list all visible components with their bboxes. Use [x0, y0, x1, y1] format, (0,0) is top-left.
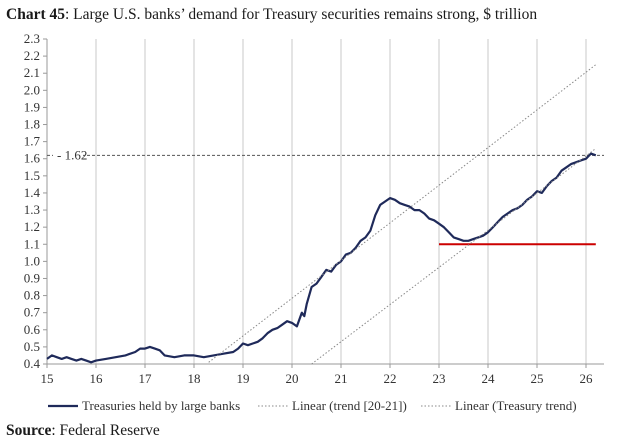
- y-tick-label: 0.7: [24, 305, 41, 320]
- x-tick-label: 18: [188, 371, 201, 386]
- x-tick-label: 20: [286, 371, 299, 386]
- gridlines: [95, 39, 587, 364]
- x-tick-label: 25: [531, 371, 544, 386]
- y-tick-label: 1.5: [24, 168, 40, 183]
- x-tick-label: 21: [335, 371, 348, 386]
- source-label: Source: [6, 422, 52, 439]
- x-tick-labels: 15 16 17 18 19 20 21 22 23 24 25 26: [41, 364, 594, 386]
- x-tick-label: 16: [90, 371, 104, 386]
- source-text: : Federal Reserve: [51, 422, 160, 439]
- y-tick-label: 0.4: [24, 356, 41, 371]
- series-lines: [46, 64, 597, 365]
- chart-title-text: : Large U.S. banks’ demand for Treasury …: [64, 6, 538, 23]
- y-tick-label: 1.7: [24, 134, 41, 149]
- y-tick-label: 1.6: [24, 151, 41, 166]
- source-note: Source: Federal Reserve: [6, 422, 160, 440]
- annotations: - 1.62: [47, 147, 604, 246]
- y-tick-label: 0.8: [24, 288, 40, 303]
- y-tick-label: 1.3: [24, 202, 40, 217]
- y-tick-label: 2.0: [24, 82, 40, 97]
- reference-label: - 1.62: [57, 147, 87, 162]
- x-tick-label: 24: [482, 371, 496, 386]
- y-tick-label: 1.1: [24, 236, 40, 251]
- y-tick-label: 1.8: [24, 117, 40, 132]
- legend-label-2: Linear (trend [20-21]): [292, 398, 407, 413]
- x-tick-label: 17: [139, 371, 153, 386]
- axis-frame: [46, 39, 604, 365]
- x-tick-label: 15: [41, 371, 54, 386]
- y-tick-label: 2.3: [24, 31, 40, 46]
- x-tick-label: 19: [237, 371, 250, 386]
- series-line-1: [46, 152, 597, 364]
- x-tick-label: 23: [433, 371, 446, 386]
- chart-title: Chart 45: Large U.S. banks’ demand for T…: [6, 6, 537, 24]
- legend-label-1: Treasuries held by large banks: [82, 398, 240, 413]
- x-tick-label: 22: [384, 371, 397, 386]
- chart-number: Chart 45: [6, 6, 65, 23]
- y-tick-label: 1.0: [24, 253, 40, 268]
- legend: Treasuries held by large banks Linear (tr…: [48, 398, 577, 413]
- y-tick-label: 1.2: [24, 219, 40, 234]
- series-line-2: [208, 64, 597, 363]
- y-tick-labels: 0.4 0.5 0.6 0.7 0.8 0.9 1.0 1.1 1.2 1.3 1.4 1.5 1.6 1…: [24, 31, 47, 371]
- y-tick-label: 0.5: [24, 339, 40, 354]
- y-tick-label: 0.9: [24, 270, 40, 285]
- y-tick-label: 0.6: [24, 322, 41, 337]
- y-tick-label: 2.2: [24, 48, 40, 63]
- reference-label-bg: [53, 147, 83, 163]
- y-tick-label: 1.4: [24, 185, 41, 200]
- legend-label-3: Linear (Treasury trend): [455, 398, 577, 413]
- y-tick-label: 2.1: [24, 65, 40, 80]
- y-tick-label: 1.9: [24, 99, 40, 114]
- x-tick-label: 26: [580, 371, 594, 386]
